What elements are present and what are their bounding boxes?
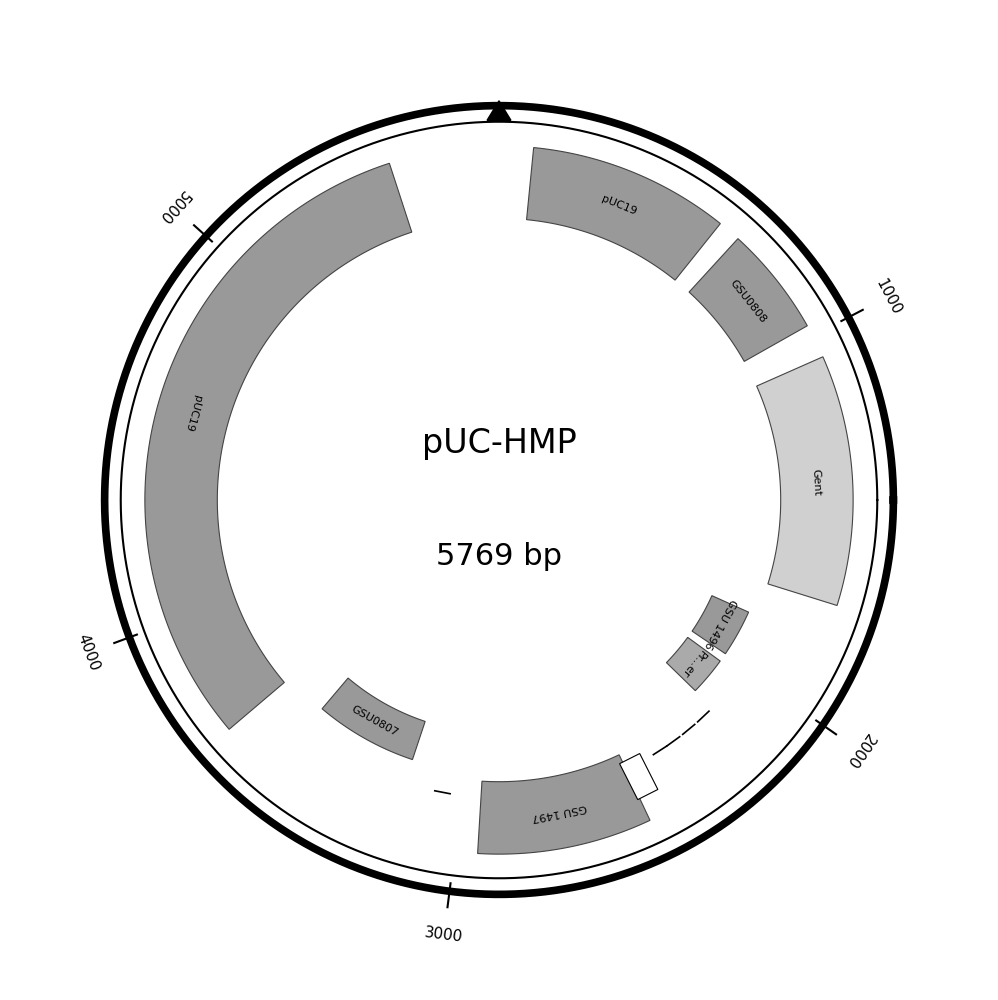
- Polygon shape: [478, 755, 650, 854]
- Text: 4000: 4000: [74, 632, 102, 673]
- Text: 3000: 3000: [424, 925, 464, 945]
- Text: pUC19: pUC19: [600, 194, 638, 217]
- Text: GSU 1496: GSU 1496: [703, 597, 739, 650]
- Bar: [620, 754, 658, 800]
- Text: pUC-HMP: pUC-HMP: [421, 427, 577, 460]
- Text: 5000: 5000: [155, 187, 192, 226]
- Text: Pr...er: Pr...er: [679, 648, 708, 679]
- Polygon shape: [667, 637, 721, 691]
- Polygon shape: [689, 239, 807, 361]
- Polygon shape: [322, 678, 425, 760]
- Polygon shape: [756, 357, 853, 605]
- Text: 1000: 1000: [872, 276, 903, 317]
- Polygon shape: [145, 163, 412, 729]
- Polygon shape: [692, 596, 748, 654]
- Polygon shape: [487, 101, 511, 120]
- Text: GSU0807: GSU0807: [349, 704, 400, 738]
- Text: 2000: 2000: [842, 730, 876, 770]
- Polygon shape: [527, 148, 721, 280]
- Text: 5769 bp: 5769 bp: [436, 542, 562, 571]
- Text: pUC19: pUC19: [184, 394, 203, 433]
- Text: Gent: Gent: [810, 468, 822, 496]
- Text: GSU0808: GSU0808: [728, 279, 767, 326]
- Text: GSU 1497: GSU 1497: [531, 802, 588, 822]
